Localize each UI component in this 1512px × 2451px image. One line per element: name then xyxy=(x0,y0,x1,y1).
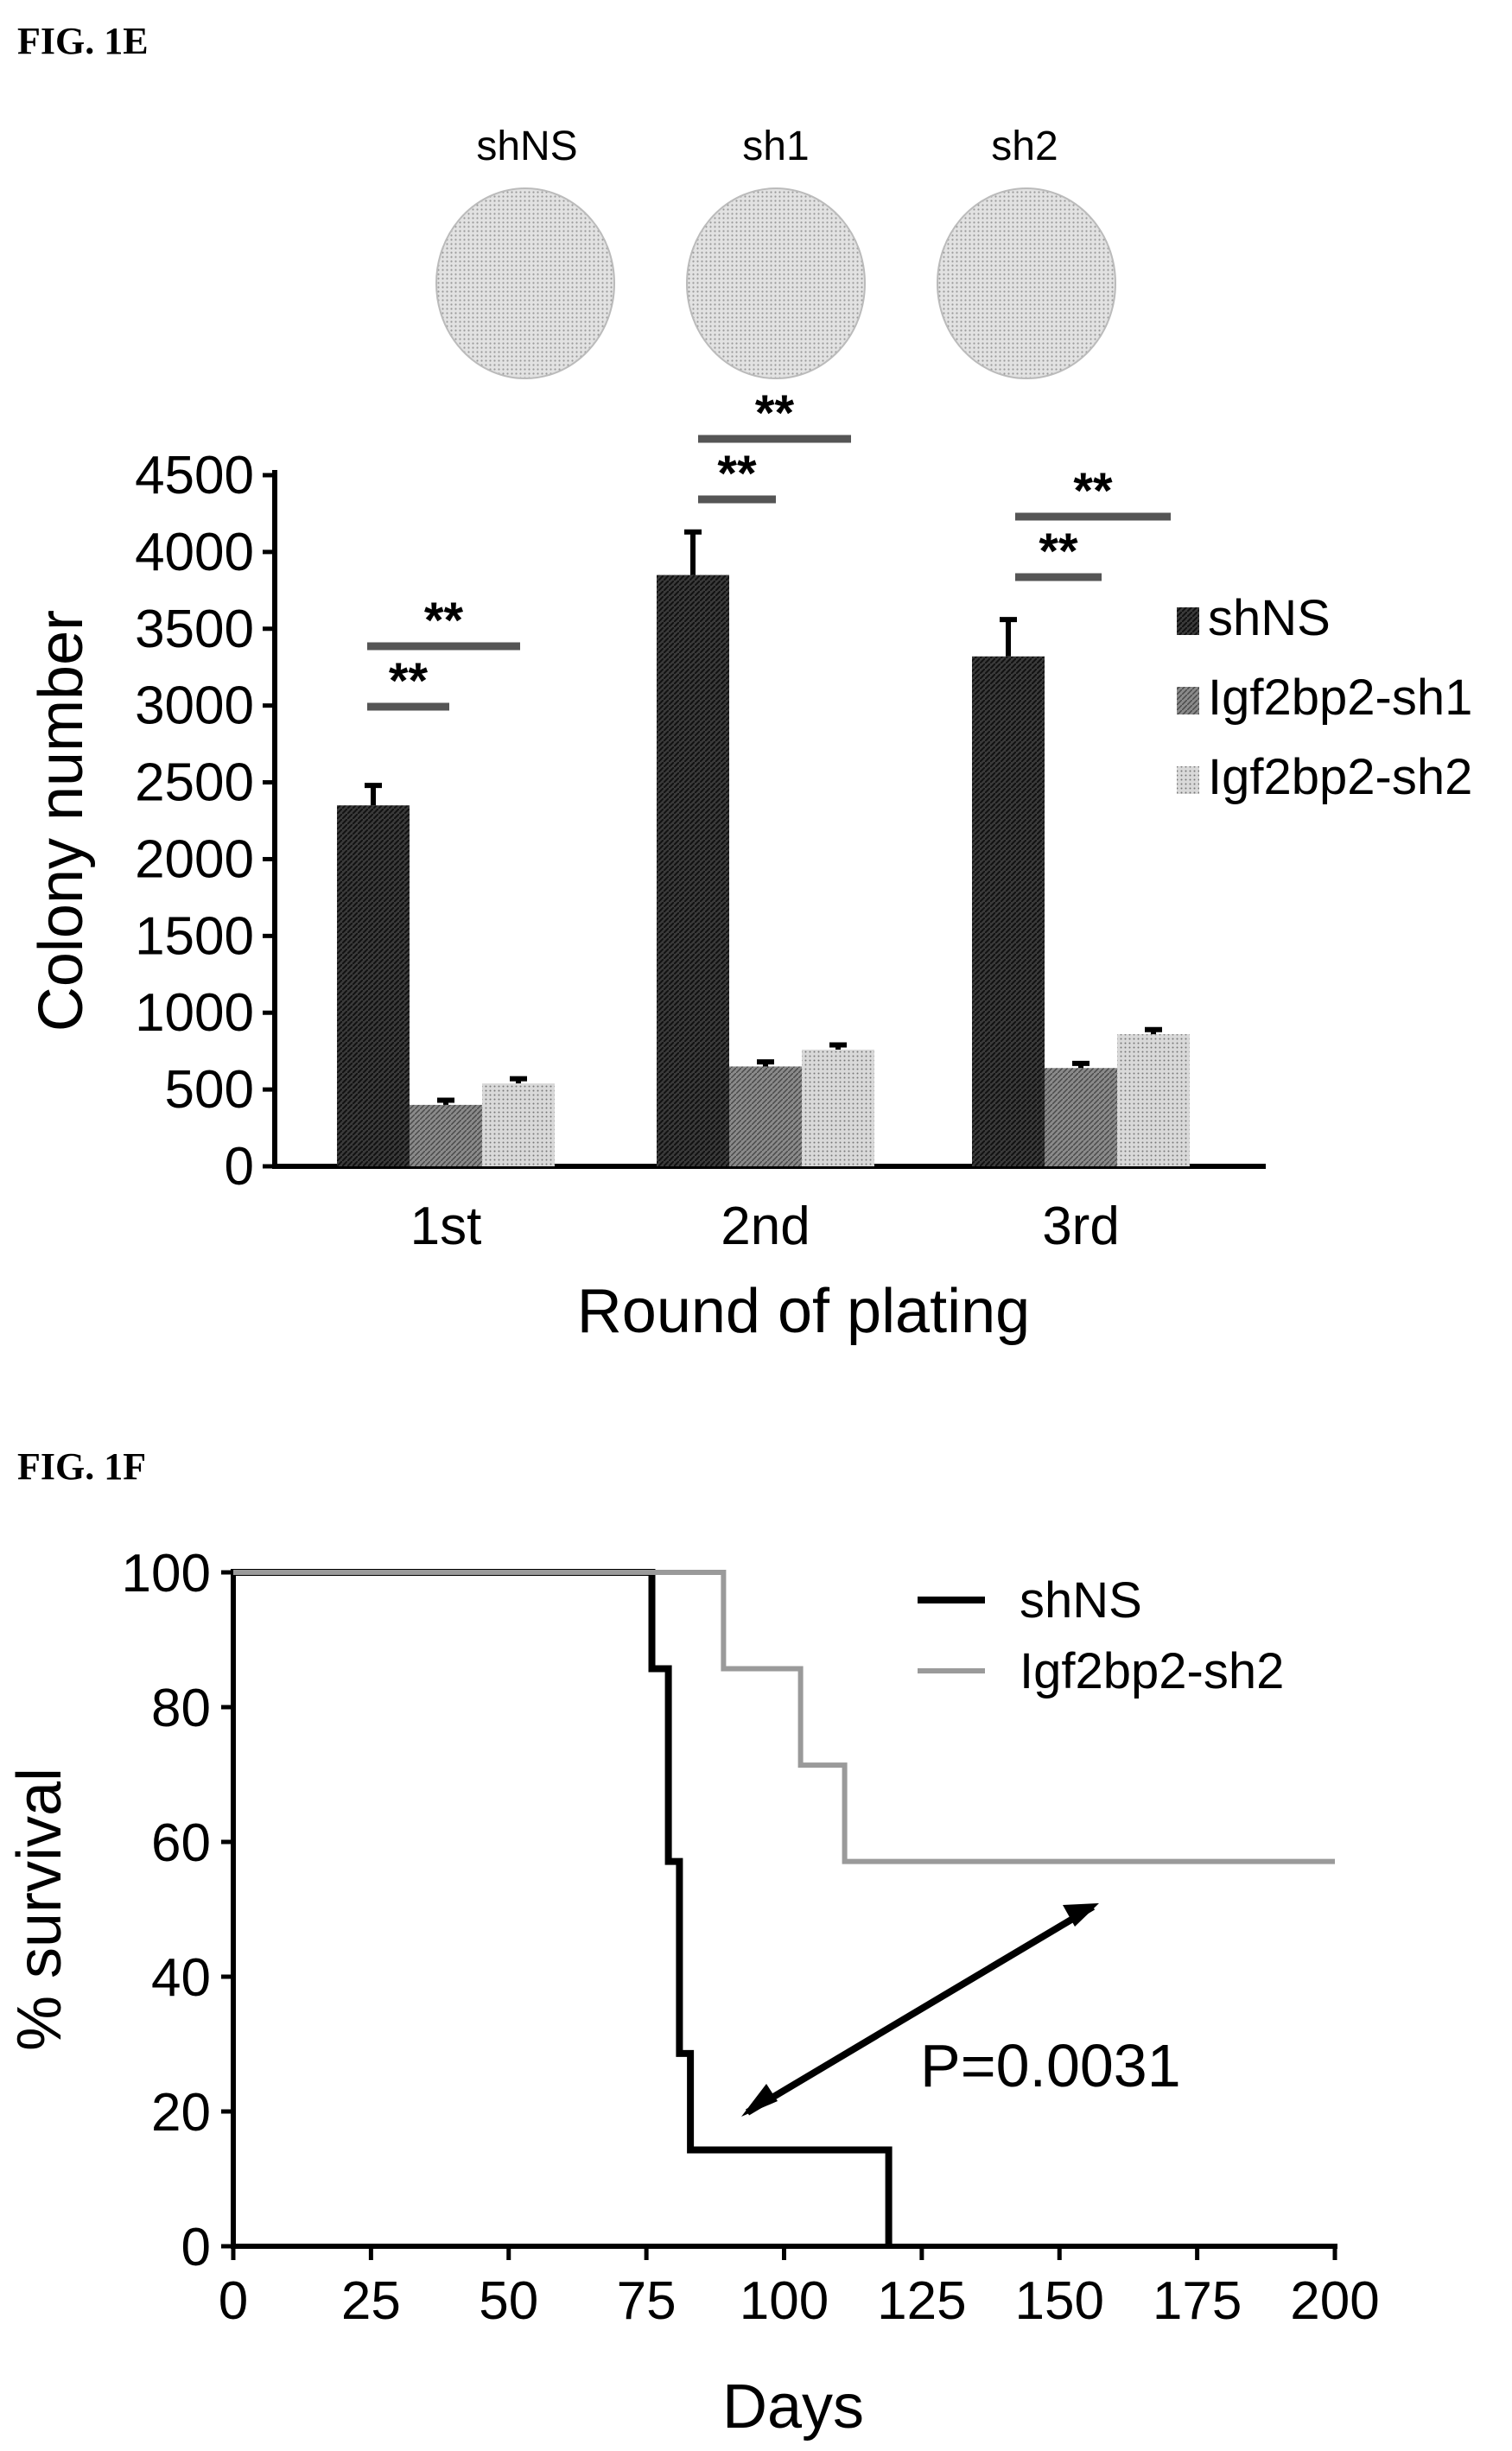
significance-star: ** xyxy=(717,446,757,502)
survival-x-tick-label: 100 xyxy=(740,2271,829,2331)
legend-label-shns: shNS xyxy=(1208,590,1331,646)
bar-x-axis-title: Round of plating xyxy=(577,1277,1030,1346)
p-value-annotation: P=0.0031 xyxy=(741,1903,1181,2117)
fig-1e-label: FIG. 1E xyxy=(17,20,149,62)
significance-star: ** xyxy=(389,653,429,709)
bar-igf2bp2-sh2-3rd xyxy=(1117,1034,1190,1166)
colony-dishes: shNS sh1 sh2 xyxy=(435,124,1116,379)
bar-y-tick-label: 4500 xyxy=(135,446,254,505)
bar-igf2bp2-sh2-1st xyxy=(482,1083,555,1166)
significance-star: ** xyxy=(1039,524,1078,580)
bar-chart-marks xyxy=(337,529,1190,1166)
p-value-arrowhead-start xyxy=(741,2084,778,2117)
survival-y-tick-label: 40 xyxy=(151,1948,211,2008)
bar-x-tick-label-2nd: 2nd xyxy=(721,1197,810,1256)
legend-swatch-shns xyxy=(1177,607,1199,635)
bar-x-tick-label-1st: 1st xyxy=(410,1197,482,1256)
legend-label-igf2bp2-sh2: Igf2bp2-sh2 xyxy=(1208,749,1472,805)
bar-y-tick-label: 3500 xyxy=(135,600,254,659)
dish-sh2 xyxy=(937,187,1116,379)
legend-label-igf2bp2-sh1: Igf2bp2-sh1 xyxy=(1208,670,1472,726)
bar-y-tick-label: 0 xyxy=(225,1137,254,1197)
survival-x-tick-label: 150 xyxy=(1015,2271,1104,2331)
bar-igf2bp2-sh1-2nd xyxy=(729,1066,802,1166)
legend-label-shns: shNS xyxy=(1020,1572,1142,1629)
p-value-arrowhead-end xyxy=(1063,1903,1099,1927)
survival-chart-axes: 0 20 40 60 80 100 0 25 50 75 100 125 150 175 200 % surv… xyxy=(5,1544,1380,2441)
dish-label-shns: shNS xyxy=(476,124,577,169)
bar-x-tick-label-3rd: 3rd xyxy=(1042,1197,1120,1256)
bar-y-tick-label: 1000 xyxy=(135,983,254,1043)
bar-y-tick-label: 4000 xyxy=(135,523,254,582)
survival-x-axis-title: Days xyxy=(722,2372,864,2441)
p-value-text: P=0.0031 xyxy=(920,2032,1181,2099)
survival-y-tick-label: 0 xyxy=(181,2218,211,2277)
significance-star: ** xyxy=(1073,463,1113,519)
bar-igf2bp2-sh2-2nd xyxy=(802,1049,874,1166)
significance-star: ** xyxy=(755,385,795,441)
survival-chart: 0 20 40 60 80 100 0 25 50 75 100 125 150 175 200 % surv… xyxy=(5,1544,1380,2441)
survival-curve-shns xyxy=(233,1569,893,2246)
survival-x-tick-label: 75 xyxy=(617,2271,677,2331)
survival-y-axis-title: % survival xyxy=(5,1768,74,2051)
legend-label-igf2bp2-sh2: Igf2bp2-sh2 xyxy=(1020,1643,1284,1699)
bar-shns-1st xyxy=(337,805,410,1166)
bar-chart-legend: shNS Igf2bp2-sh1 Igf2bp2-sh2 xyxy=(1177,590,1472,805)
significance-markers: ************ xyxy=(367,385,1171,711)
bar-igf2bp2-sh1-1st xyxy=(410,1104,482,1166)
dish-shns xyxy=(435,187,615,379)
bar-y-tick-label: 2000 xyxy=(135,829,254,889)
bar-y-tick-label: 2500 xyxy=(135,753,254,813)
dish-sh1 xyxy=(686,187,866,379)
survival-y-tick-label: 20 xyxy=(151,2083,211,2143)
bar-shns-3rd xyxy=(972,656,1045,1166)
fig-1f-label: FIG. 1F xyxy=(17,1445,146,1488)
bar-chart-axes: 0 500 1000 1500 2000 2500 3000 3500 4000 4500 Colo… xyxy=(27,446,1266,1346)
bar-y-tick-label: 500 xyxy=(165,1060,254,1120)
survival-x-tick-label: 125 xyxy=(877,2271,966,2331)
survival-curve-igf2bp2-sh2 xyxy=(233,1570,1335,1864)
legend-swatch-igf2bp2-sh1 xyxy=(1177,687,1199,714)
bar-shns-2nd xyxy=(657,575,729,1166)
colony-bar-chart: 0 500 1000 1500 2000 2500 3000 3500 4000 4500 Colo… xyxy=(27,385,1472,1346)
legend-swatch-igf2bp2-sh2 xyxy=(1177,766,1199,794)
dish-label-sh1: sh1 xyxy=(742,124,809,169)
bar-y-tick-label: 1500 xyxy=(135,906,254,966)
survival-x-tick-label: 175 xyxy=(1153,2271,1242,2331)
survival-y-tick-label: 80 xyxy=(151,1679,211,1738)
survival-x-tick-label: 200 xyxy=(1290,2271,1379,2331)
bar-igf2bp2-sh1-3rd xyxy=(1045,1068,1117,1166)
survival-x-tick-label: 25 xyxy=(341,2271,401,2331)
survival-y-tick-label: 100 xyxy=(122,1544,211,1603)
survival-curves xyxy=(233,1569,1335,2246)
p-value-arrow-shaft xyxy=(745,1903,1096,2116)
survival-x-tick-label: 50 xyxy=(479,2271,538,2331)
dish-label-sh2: sh2 xyxy=(991,124,1058,169)
bar-y-tick-label: 3000 xyxy=(135,676,254,736)
significance-star: ** xyxy=(424,593,464,649)
survival-y-tick-label: 60 xyxy=(151,1813,211,1873)
survival-chart-legend: shNS Igf2bp2-sh2 xyxy=(918,1572,1284,1699)
bar-y-axis-title: Colony number xyxy=(27,610,96,1032)
survival-x-tick-label: 0 xyxy=(219,2271,248,2331)
